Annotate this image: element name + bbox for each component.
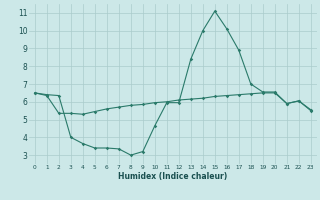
X-axis label: Humidex (Indice chaleur): Humidex (Indice chaleur) (118, 172, 228, 181)
